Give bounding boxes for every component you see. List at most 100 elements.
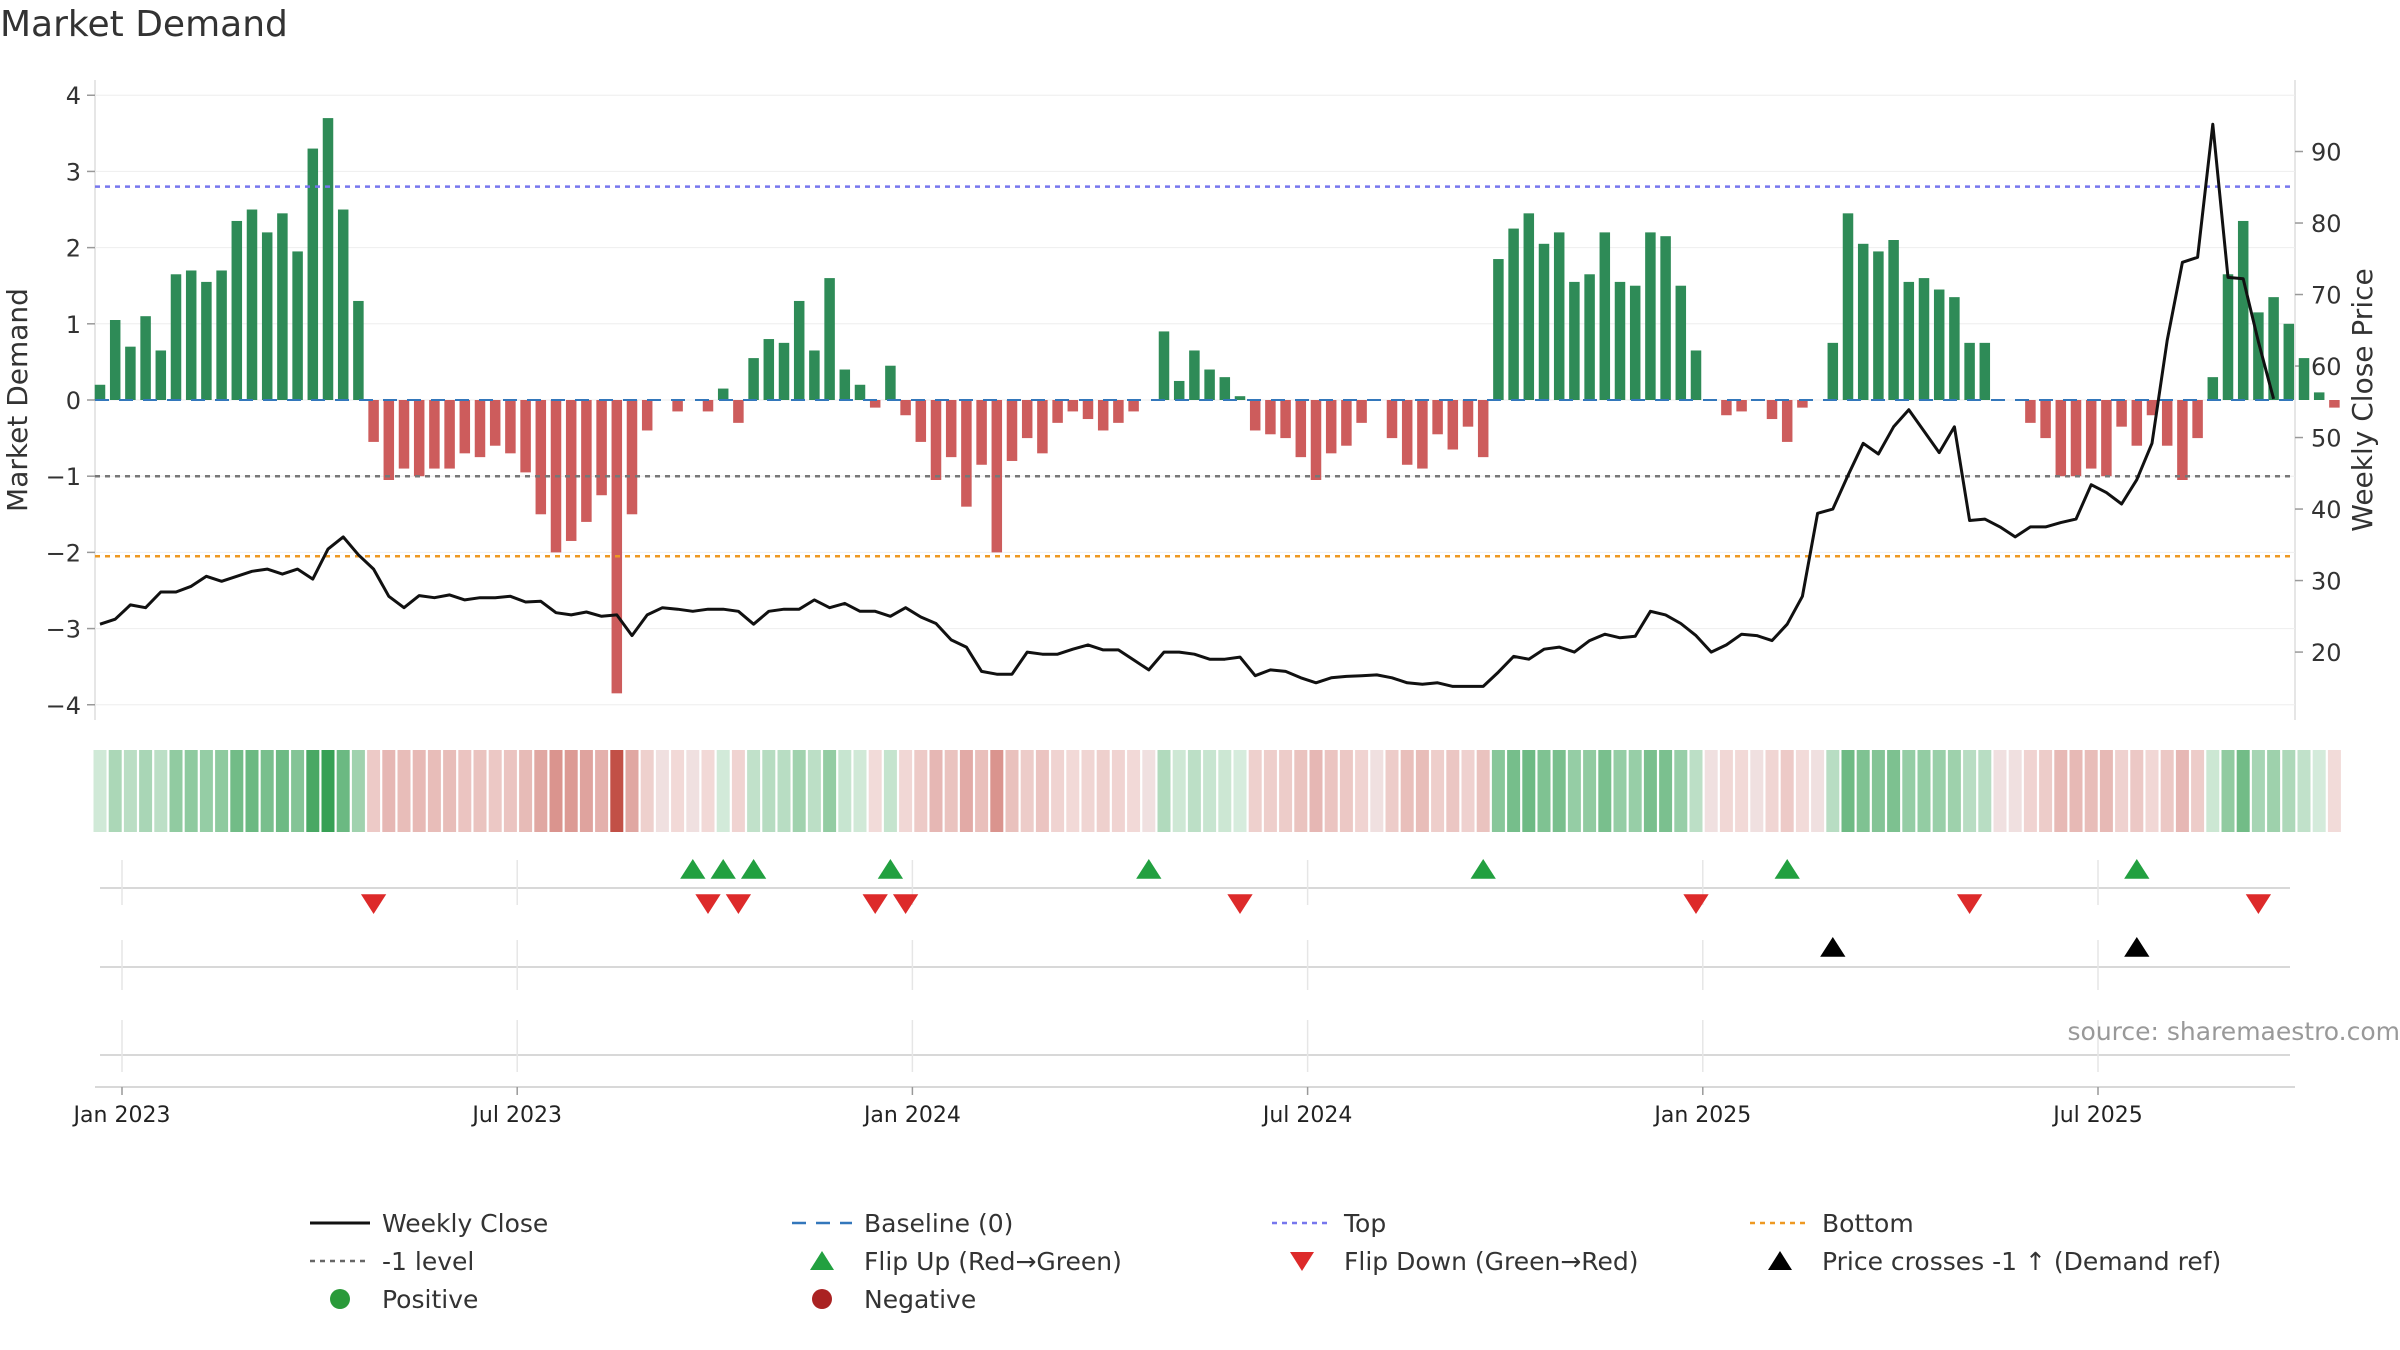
demand-bar xyxy=(2085,400,2097,469)
demand-bar xyxy=(1538,243,1550,400)
demand-bar xyxy=(1158,331,1170,400)
demand-bar xyxy=(337,209,349,400)
legend-label: -1 level xyxy=(382,1246,475,1276)
heat-cell xyxy=(1643,750,1657,832)
right-tick-label: 90 xyxy=(2311,139,2342,167)
heat-cell xyxy=(519,750,533,832)
legend-item: Bottom xyxy=(1750,1208,1914,1238)
left-tick-label: −1 xyxy=(46,463,81,491)
demand-bar xyxy=(1979,342,1991,400)
demand-bar xyxy=(505,400,516,454)
demand-bar xyxy=(1386,400,1398,439)
heat-cell xyxy=(2327,750,2341,832)
demand-bar xyxy=(1857,243,1869,400)
demand-bar xyxy=(2192,400,2203,439)
heat-cell xyxy=(731,750,745,832)
heat-cell xyxy=(503,750,517,832)
demand-bar xyxy=(94,384,106,400)
heat-cell xyxy=(610,750,624,832)
demand-bar xyxy=(1675,285,1687,400)
legend-label: Flip Down (Green→Red) xyxy=(1344,1246,1639,1276)
heat-cell xyxy=(1537,750,1551,832)
source-credit: source: sharemaestro.com xyxy=(2067,1017,2400,1046)
heat-cell xyxy=(2054,750,2068,832)
demand-bar xyxy=(1204,369,1215,400)
heat-cell xyxy=(2297,750,2311,832)
demand-bar xyxy=(748,358,759,400)
flip-up-marker xyxy=(1136,859,1162,879)
heat-cell xyxy=(488,750,502,832)
left-tick-label: −3 xyxy=(46,616,81,644)
heat-cell xyxy=(579,750,593,832)
demand-bar xyxy=(581,400,592,522)
heat-cell xyxy=(762,750,776,832)
demand-bar xyxy=(733,400,744,423)
heat-cell xyxy=(1947,750,1961,832)
demand-bar xyxy=(383,400,395,480)
heat-cell xyxy=(1491,750,1505,832)
demand-bar xyxy=(1295,400,1307,458)
heat-cell xyxy=(1172,750,1186,832)
flip-down-marker xyxy=(695,894,721,914)
demand-bar xyxy=(839,369,851,400)
heat-cell xyxy=(1187,750,1201,832)
demand-bar xyxy=(611,400,623,694)
heat-cell xyxy=(199,750,213,832)
heat-cell xyxy=(1157,750,1171,832)
demand-bar xyxy=(201,281,212,400)
left-tick-label: −2 xyxy=(46,539,81,567)
heat-cell xyxy=(2099,750,2113,832)
heat-cell xyxy=(777,750,791,832)
demand-bar xyxy=(1067,400,1079,412)
heat-cell xyxy=(351,750,365,832)
flip-up-marker xyxy=(1470,859,1496,879)
heat-cell xyxy=(1355,750,1369,832)
heat-cell xyxy=(1324,750,1338,832)
demand-bar xyxy=(2025,400,2036,423)
demand-bar xyxy=(1645,232,1656,400)
demand-bar xyxy=(1721,400,1732,416)
heat-cell xyxy=(625,750,639,832)
heat-cell xyxy=(838,750,852,832)
flip-down-marker xyxy=(1683,894,1709,914)
demand-bar xyxy=(565,400,577,541)
demand-bar xyxy=(1736,400,1747,412)
flip-down-marker xyxy=(892,894,919,914)
heat-cell xyxy=(2175,750,2189,832)
demand-bar xyxy=(854,384,866,400)
demand-bar xyxy=(1569,281,1580,400)
left-tick-label: 2 xyxy=(66,235,81,263)
demand-bar xyxy=(1113,400,1124,423)
legend-item: Top xyxy=(1272,1208,1386,1238)
heat-cell xyxy=(2039,750,2053,832)
x-tick-label: Jan 2024 xyxy=(862,1103,961,1128)
demand-bar xyxy=(2070,400,2082,477)
legend-label: Bottom xyxy=(1822,1208,1914,1238)
heat-cell xyxy=(564,750,578,832)
heat-cell xyxy=(108,750,122,832)
price-cross-marker xyxy=(2124,937,2150,957)
heat-cell xyxy=(1659,750,1673,832)
demand-bar xyxy=(1629,285,1641,400)
legend-label: Top xyxy=(1344,1208,1387,1238)
demand-bar xyxy=(2116,400,2127,427)
demand-bar xyxy=(2207,377,2219,400)
heat-cell xyxy=(169,750,183,832)
heat-cell xyxy=(959,750,973,832)
heat-cell xyxy=(2221,750,2235,832)
demand-bar xyxy=(1949,297,1960,400)
demand-bar xyxy=(869,400,881,408)
demand-bar xyxy=(1462,400,1474,427)
demand-bar xyxy=(626,400,638,515)
demand-bar xyxy=(1417,400,1428,469)
demand-bar xyxy=(2055,400,2067,477)
chart-title: Market Demand xyxy=(0,4,288,45)
heat-cell xyxy=(1096,750,1110,832)
demand-bar xyxy=(2040,400,2051,439)
heat-cell xyxy=(1461,750,1475,832)
demand-bar xyxy=(1797,400,1808,408)
demand-bar xyxy=(1477,400,1489,458)
demand-bar xyxy=(1964,342,1975,400)
heat-cell xyxy=(382,750,396,832)
heat-cell xyxy=(747,750,761,832)
